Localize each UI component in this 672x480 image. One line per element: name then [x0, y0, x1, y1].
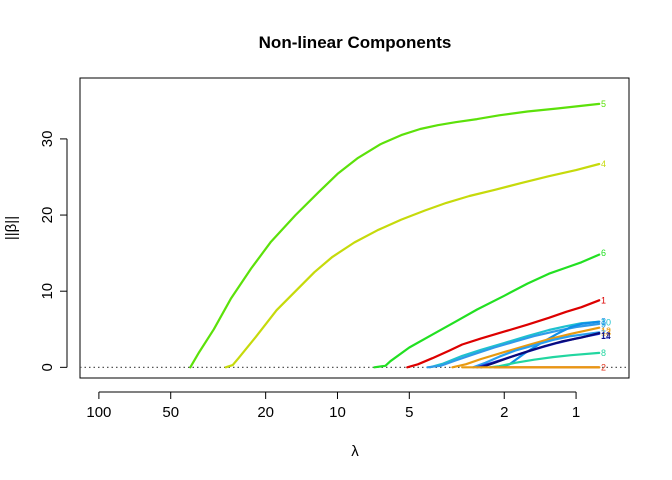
- y-tick-label: 30: [39, 131, 56, 148]
- x-tick-label: 2: [500, 404, 508, 421]
- series-end-label-13: 13: [601, 327, 611, 337]
- series-end-label-3: 3: [601, 317, 606, 327]
- series-end-label-8: 8: [601, 348, 606, 358]
- series-line-14: [480, 332, 601, 369]
- series-end-label-6: 6: [601, 248, 606, 258]
- series-lines: [189, 102, 601, 369]
- series-end-label-5: 5: [601, 99, 606, 109]
- x-axis: 100 50 20 10 5 2 1: [86, 391, 580, 421]
- series-line-5: [189, 102, 601, 369]
- series-end-label-11: 11: [601, 330, 610, 340]
- y-axis: 0 10 20 30: [39, 131, 68, 372]
- x-tick-label: 10: [329, 404, 346, 421]
- y-axis-label: ||β||: [3, 216, 20, 240]
- x-tick-label: 5: [405, 404, 413, 421]
- series-end-label-9: 9: [601, 320, 606, 330]
- y-tick-label: 10: [39, 283, 56, 300]
- y-tick-label: 0: [39, 363, 56, 371]
- x-tick-label: 100: [86, 404, 111, 421]
- series-line-4: [224, 162, 601, 369]
- x-tick-label: 1: [572, 404, 580, 421]
- series-line-6: [373, 253, 601, 369]
- series-line-7: [472, 331, 601, 369]
- x-tick-label: 20: [257, 404, 274, 421]
- series-end-label-4: 4: [601, 159, 606, 169]
- series-end-label-2: 2: [601, 362, 606, 372]
- series-end-label-1: 1: [601, 295, 606, 305]
- series-end-label-12: 12: [601, 326, 611, 336]
- series-end-label-10: 10: [601, 317, 611, 327]
- series-line-1: [406, 299, 601, 369]
- series-end-label-14: 14: [601, 331, 611, 341]
- x-axis-label: λ: [351, 443, 359, 460]
- series-end-label-7: 7: [601, 329, 606, 339]
- plot-frame: [79, 77, 630, 379]
- x-tick-label: 50: [162, 404, 179, 421]
- series-line-10: [428, 320, 601, 369]
- series-line-12: [451, 326, 601, 369]
- chart-title: Non-linear Components: [259, 33, 452, 52]
- y-tick-label: 20: [39, 207, 56, 224]
